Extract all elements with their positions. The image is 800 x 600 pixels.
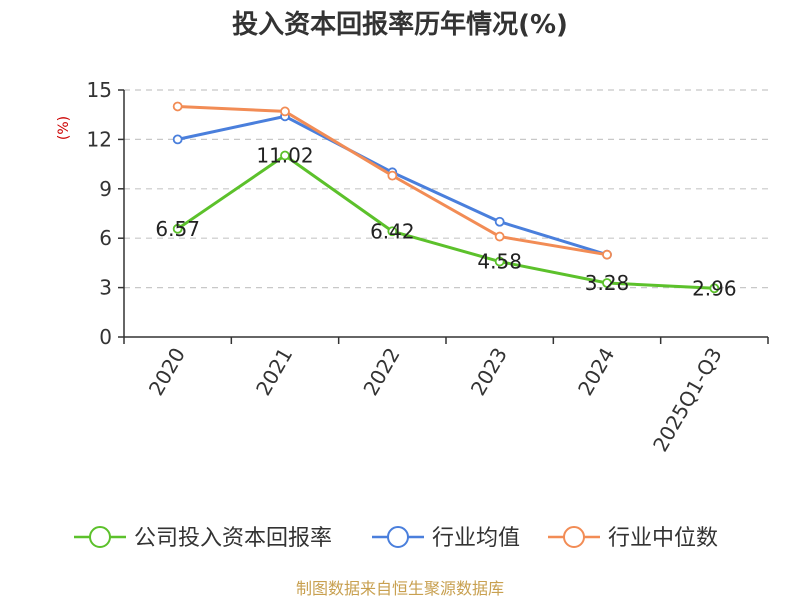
series-group bbox=[172, 101, 720, 294]
legend-label: 行业均值 bbox=[432, 526, 520, 551]
series-point bbox=[602, 249, 612, 260]
data-label: 6.42 bbox=[370, 219, 415, 243]
series-0 bbox=[172, 150, 720, 294]
x-tick-label: 2025Q1-Q3 bbox=[648, 344, 727, 456]
y-tick-label: 6 bbox=[99, 226, 112, 250]
x-tick-label: 2024 bbox=[573, 344, 619, 400]
x-tick-label: 2022 bbox=[358, 344, 404, 400]
source-note: 制图数据来自恒生聚源数据库 bbox=[296, 579, 504, 598]
y-axis-label: (%) bbox=[56, 116, 72, 140]
legend-label: 行业中位数 bbox=[608, 526, 718, 551]
y-tick-label: 12 bbox=[87, 127, 112, 151]
data-label: 6.57 bbox=[155, 217, 200, 241]
y-tick-label: 15 bbox=[87, 78, 112, 102]
legend-item: 公司投入资本回报率 bbox=[74, 526, 332, 551]
x-tick-label: 2020 bbox=[144, 344, 190, 400]
grid bbox=[124, 89, 768, 289]
series-line bbox=[176, 154, 716, 290]
axes: 0 3 6 9 12 15 2020 2021 2022 2023 2024 2025Q1-Q3 bbox=[87, 78, 769, 456]
series-point bbox=[387, 170, 398, 181]
legend-marker bbox=[387, 526, 409, 548]
series-point bbox=[280, 150, 290, 161]
legend: 公司投入资本回报率 行业均值 行业中位数 bbox=[74, 526, 718, 551]
series-point bbox=[709, 283, 720, 294]
chart-title: 投入资本回报率历年情况(%) bbox=[232, 9, 568, 40]
legend-marker bbox=[563, 526, 585, 548]
legend-item: 行业均值 bbox=[372, 526, 520, 551]
legend-marker bbox=[89, 526, 111, 548]
series-point bbox=[280, 106, 290, 117]
x-tick-label: 2023 bbox=[466, 343, 512, 399]
data-label: 4.58 bbox=[477, 250, 522, 274]
data-label: 2.96 bbox=[692, 276, 737, 300]
legend-label: 公司投入资本回报率 bbox=[134, 526, 332, 551]
y-tick-label: 0 bbox=[99, 325, 112, 349]
series-point bbox=[172, 134, 183, 145]
series-2 bbox=[172, 101, 612, 260]
series-point bbox=[172, 101, 183, 112]
legend-item: 行业中位数 bbox=[548, 526, 718, 551]
x-tick-label: 2021 bbox=[251, 344, 297, 400]
series-point bbox=[602, 278, 612, 288]
data-label: 3.28 bbox=[585, 271, 630, 295]
data-label: 11.02 bbox=[256, 144, 313, 168]
series-point bbox=[172, 223, 183, 234]
data-labels: 6.57 11.02 6.42 4.58 3.28 2.96 bbox=[155, 144, 736, 301]
y-tick-label: 3 bbox=[99, 276, 112, 300]
series-point bbox=[387, 226, 398, 237]
series-point bbox=[494, 256, 505, 267]
series-point bbox=[494, 216, 505, 227]
y-tick-label: 9 bbox=[99, 177, 112, 201]
series-point bbox=[494, 231, 505, 242]
